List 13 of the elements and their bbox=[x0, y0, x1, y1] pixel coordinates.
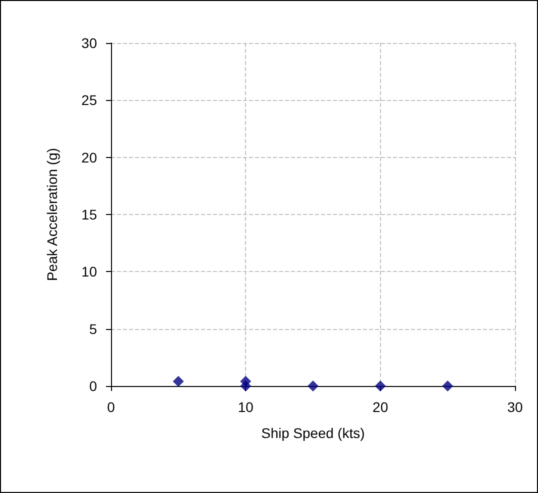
x-tick-label: 10 bbox=[238, 399, 254, 415]
y-tick-label: 5 bbox=[89, 320, 98, 337]
y-tick-label: 10 bbox=[81, 264, 98, 280]
x-tick-label: 20 bbox=[372, 399, 388, 415]
y-tick-label: 30 bbox=[81, 35, 98, 51]
x-axis-title: Ship Speed (kts) bbox=[261, 425, 365, 441]
y-tick-label: 0 bbox=[89, 378, 98, 394]
y-tick-label: 20 bbox=[81, 149, 98, 166]
x-tick-label: 0 bbox=[107, 399, 116, 415]
x-tick-label: 30 bbox=[507, 399, 523, 415]
y-tick-label: 15 bbox=[81, 206, 98, 222]
y-axis-title: Peak Acceleration (g) bbox=[44, 148, 60, 282]
y-tick-label: 25 bbox=[81, 92, 98, 108]
